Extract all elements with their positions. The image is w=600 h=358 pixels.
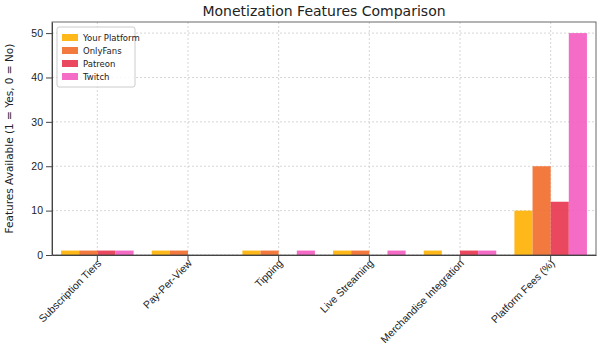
x-tick-label: Live Streaming: [317, 257, 375, 315]
y-tick: 20: [31, 160, 52, 172]
y-tick: 30: [31, 116, 52, 128]
bar: [170, 251, 188, 255]
bar: [61, 251, 79, 255]
x-axis-line: [53, 255, 597, 256]
bar: [261, 251, 279, 255]
y-grid-line: [52, 121, 596, 122]
bar: [351, 251, 369, 255]
x-tick: Tipping: [252, 255, 285, 289]
bar: [569, 33, 587, 255]
legend-swatch: [62, 73, 78, 80]
bar-series: [97, 202, 568, 255]
y-tick: 10: [31, 204, 52, 216]
y-tick-label: 50: [31, 27, 43, 39]
y-tick-mark: [46, 77, 52, 78]
legend-swatch: [62, 47, 78, 54]
y-tick-label: 30: [31, 116, 43, 128]
x-tick-label: Merchandise Integration: [378, 257, 466, 345]
x-tick-label: Tipping: [252, 257, 285, 290]
y-tick-label: 20: [31, 160, 43, 172]
bar-series: [79, 166, 550, 255]
bar: [460, 251, 478, 255]
y-tick-label: 0: [37, 249, 43, 261]
y-axis-line: [52, 23, 53, 256]
bar: [115, 251, 133, 255]
bar: [152, 251, 170, 255]
bar: [79, 251, 97, 255]
y-tick: 0: [37, 249, 52, 261]
x-grid-line: [460, 22, 461, 255]
bar-series: [115, 33, 586, 255]
bar: [242, 251, 260, 255]
plot-frame: [52, 22, 596, 255]
y-grid-line: [52, 166, 596, 167]
bar-series: [61, 211, 532, 255]
y-tick-mark: [46, 211, 52, 212]
legend-label: Patreon: [83, 59, 115, 69]
x-tick: Merchandise Integration: [378, 255, 466, 345]
y-tick-mark: [46, 166, 52, 167]
y-axis: 0 10 20 30 40 50: [31, 23, 52, 261]
x-tick-label: Subscription Tiers: [36, 257, 103, 324]
bar: [333, 251, 351, 255]
bars: [61, 33, 587, 255]
y-tick-mark: [46, 33, 52, 34]
legend-label: Twitch: [82, 72, 110, 82]
bar: [297, 251, 315, 255]
x-tick: Platform Fees (%): [488, 255, 556, 325]
y-tick: 40: [31, 71, 52, 83]
legend: Your Platform OnlyFans Patreon Twitch: [57, 27, 140, 87]
x-tick: Live Streaming: [317, 255, 375, 315]
x-grid-line: [369, 22, 370, 255]
bar: [387, 251, 405, 255]
chart: Subscription Tiers Pay-Per-View Tipping Liv…: [0, 0, 600, 358]
y-tick-mark: [46, 122, 52, 123]
grid: [52, 22, 596, 255]
x-tick: Subscription Tiers: [36, 255, 103, 324]
y-axis-title: Features Available (1 = Yes, 0 = No): [3, 44, 15, 234]
x-tick: Pay-Per-View: [140, 255, 194, 311]
y-tick-label: 40: [31, 71, 43, 83]
x-grid-line: [278, 22, 279, 255]
bar: [551, 202, 569, 255]
y-tick-label: 10: [31, 204, 43, 216]
x-axis: Subscription Tiers Pay-Per-View Tipping Liv…: [36, 255, 597, 345]
x-tick-label: Pay-Per-View: [140, 257, 194, 311]
legend-swatch: [62, 34, 78, 41]
bar: [424, 251, 442, 255]
y-tick: 50: [31, 27, 52, 39]
x-grid-line: [188, 22, 189, 255]
title: Monetization Features Comparison: [202, 3, 445, 19]
x-tick-label: Platform Fees (%): [488, 257, 556, 325]
bar: [478, 251, 496, 255]
y-tick-mark: [46, 255, 52, 256]
bar: [533, 166, 551, 255]
legend-swatch: [62, 60, 78, 67]
bar: [97, 251, 115, 255]
legend-label: OnlyFans: [83, 46, 122, 56]
bar: [514, 211, 532, 255]
legend-label: Your Platform: [82, 33, 140, 43]
